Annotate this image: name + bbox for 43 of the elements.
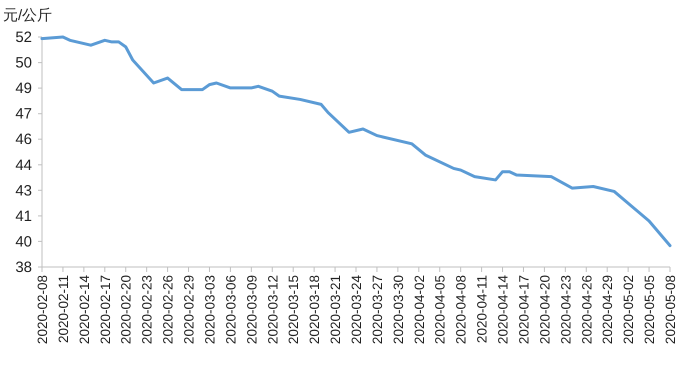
x-tick-label: 2020-04-23 [558, 275, 574, 344]
x-tick-label: 2020-04-20 [537, 275, 552, 344]
line-series [40, 36, 672, 248]
x-tick-label: 2020-04-26 [579, 275, 594, 344]
x-tick-label: 2020-03-06 [223, 275, 238, 344]
x-tick-label: 2020-02-26 [160, 275, 176, 344]
x-tick-label: 2020-05-08 [663, 275, 678, 344]
x-tick-label: 2020-02-14 [76, 274, 92, 344]
x-tick-label: 2020-03-21 [328, 275, 344, 344]
y-tick-label: 44 [15, 156, 32, 174]
x-tick-label: 2020-04-29 [600, 275, 616, 344]
x-tick-label: 2020-03-24 [349, 274, 364, 344]
y-tick-label: 43 [15, 182, 32, 200]
x-tick-label: 2020-04-02 [412, 275, 427, 344]
x-tick-label: 2020-02-20 [118, 275, 134, 344]
x-tick-label: 2020-03-15 [286, 275, 302, 344]
y-tick-label: 38 [15, 259, 32, 276]
x-tick-label: 2020-04-14 [496, 274, 511, 344]
x-tick-label: 2020-02-08 [35, 275, 50, 344]
y-tick-label: 40 [15, 233, 32, 250]
x-tick-label: 2020-02-23 [140, 275, 155, 344]
y-tick-label: 41 [15, 208, 32, 225]
x-tick-label: 2020-03-12 [265, 275, 280, 344]
y-tick-label: 50 [15, 54, 32, 72]
y-tick-label: 52 [15, 29, 32, 46]
y-axis-title: 元/公斤 [3, 7, 52, 24]
x-tick-label: 2020-04-08 [454, 275, 469, 344]
x-tick-label: 2020-04-17 [516, 275, 532, 344]
x-tick-label: 2020-04-11 [474, 275, 490, 344]
x-tick-label: 2020-02-11 [56, 275, 71, 344]
x-tick-label: 2020-05-02 [621, 275, 636, 344]
x-tick-label: 2020-03-18 [307, 275, 322, 344]
x-tick-label: 2020-03-30 [390, 275, 406, 344]
x-tick-label: 2020-03-03 [202, 275, 218, 344]
x-tick-label: 2020-03-09 [244, 275, 260, 344]
x-tick-label: 2020-02-29 [182, 275, 197, 344]
x-tick-label: 2020-05-05 [642, 275, 658, 344]
y-tick-label: 49 [15, 80, 32, 98]
y-tick-label: 47 [15, 106, 32, 123]
x-tick-label: 2020-02-17 [98, 275, 113, 344]
x-tick-label: 2020-04-05 [432, 275, 448, 344]
x-tick-label: 2020-03-27 [370, 275, 385, 344]
y-tick-label: 46 [15, 131, 32, 148]
